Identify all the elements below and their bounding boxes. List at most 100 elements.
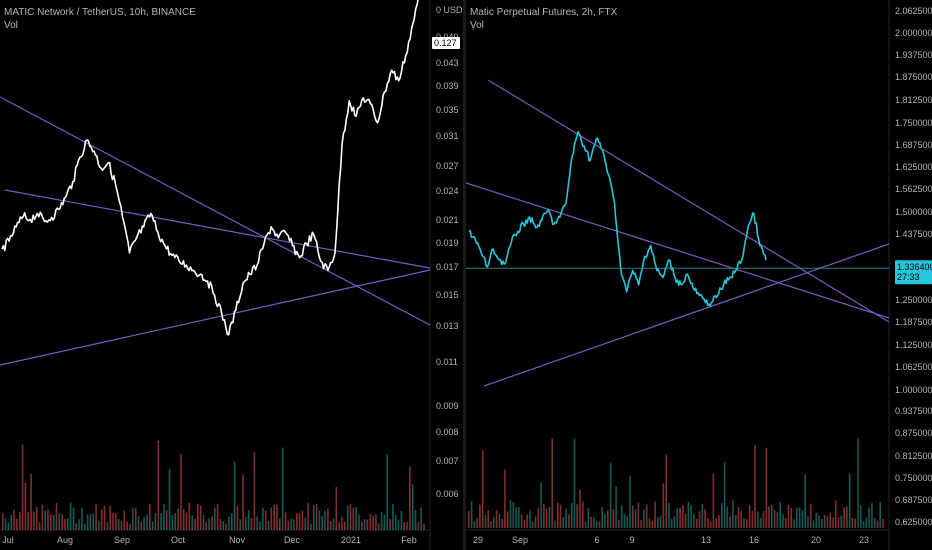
volume-bar	[21, 444, 24, 530]
x-tick-label: Jul	[2, 535, 14, 545]
volume-bar	[648, 518, 651, 528]
volume-bar	[120, 521, 123, 530]
volume-bar	[98, 520, 100, 530]
volume-bar	[293, 519, 295, 530]
pane-divider[interactable]	[463, 0, 466, 550]
volume-bar	[768, 506, 770, 528]
volume-bar	[793, 519, 795, 528]
volume-bar	[134, 508, 137, 530]
volume-bar	[174, 513, 176, 530]
y-tick-label: 0.009	[436, 401, 459, 411]
volume-bar	[103, 505, 106, 530]
volume-bar	[92, 513, 95, 530]
volume-bar	[590, 516, 592, 528]
volume-bar	[548, 506, 551, 528]
y-tick-label: 0.011	[436, 357, 458, 367]
volume-bar	[403, 522, 405, 530]
volume-bar	[341, 516, 343, 530]
volume-bar	[490, 521, 492, 528]
volume-bar	[726, 506, 729, 528]
volume-bar	[654, 501, 656, 528]
volume-bar	[832, 517, 834, 528]
left-chart-svg[interactable]: 0.0490.0430.0390.0350.0310.0270.0240.021…	[0, 0, 463, 550]
volume-bar	[4, 518, 7, 530]
volume-bar	[157, 440, 160, 530]
volume-bar	[335, 487, 338, 530]
volume-bar	[222, 521, 225, 530]
volume-bar	[860, 505, 862, 528]
volume-bar	[570, 503, 573, 528]
volume-bar	[35, 507, 38, 530]
volume-bar	[44, 510, 46, 530]
volume-bar	[729, 516, 731, 528]
volume-bar	[787, 504, 790, 528]
volume-bar	[50, 514, 52, 530]
volume-bar	[165, 510, 168, 530]
volume-bar	[58, 513, 61, 530]
volume-bar	[801, 510, 804, 528]
volume-bar	[182, 509, 185, 530]
volume-bar	[344, 521, 346, 530]
volume-bar	[587, 508, 590, 528]
volume-bar	[743, 518, 745, 528]
y-tick-label: 0.039	[436, 81, 459, 91]
volume-bar	[239, 519, 241, 530]
volume-bar	[829, 512, 831, 528]
left-chart-pane[interactable]: 0.0490.0430.0390.0350.0310.0270.0240.021…	[0, 0, 463, 550]
volume-bar	[809, 504, 812, 528]
volume-bar	[618, 519, 620, 528]
volume-bar	[137, 516, 140, 530]
volume-bar	[117, 518, 120, 530]
volume-bar	[106, 522, 109, 530]
volume-bar	[826, 515, 829, 528]
volume-bar	[637, 502, 640, 528]
trendline	[0, 96, 431, 326]
volume-bar	[84, 523, 86, 530]
volume-bar	[871, 503, 873, 528]
volume-bar	[534, 516, 537, 528]
volume-bar	[7, 522, 10, 530]
y-tick-label: 0.027	[436, 161, 459, 171]
volume-bar	[626, 516, 629, 528]
volume-bar	[840, 515, 843, 528]
volume-bar	[643, 509, 645, 528]
volume-bar	[865, 517, 868, 528]
volume-bar	[163, 503, 165, 530]
y-tick-label: 1.5000000	[895, 207, 932, 217]
volume-bar	[776, 512, 779, 528]
trendline	[4, 189, 431, 269]
volume-bar	[236, 506, 239, 530]
right-legend: Matic Perpetual Futures, 2h, FTX Vol	[470, 6, 617, 32]
volume-bar	[197, 504, 199, 530]
right-legend-title: Matic Perpetual Futures, 2h, FTX	[470, 7, 618, 18]
volume-bar	[629, 476, 631, 528]
volume-bar	[815, 512, 818, 528]
volume-bar	[557, 502, 559, 528]
volume-bar	[219, 519, 222, 530]
volume-bar	[228, 516, 230, 530]
volume-bar	[754, 444, 756, 528]
volume-bar	[81, 507, 83, 530]
volume-bar	[377, 523, 380, 530]
volume-bar	[718, 515, 720, 528]
volume-bar	[126, 521, 128, 530]
volume-bar	[835, 500, 837, 528]
volume-bar	[160, 513, 162, 530]
y-tick-label: 0.006	[436, 489, 459, 499]
volume-bar	[177, 508, 179, 530]
volume-bar	[854, 518, 856, 528]
volume-bar	[762, 511, 765, 528]
volume-bar	[194, 518, 196, 530]
volume-bar	[115, 513, 117, 530]
volume-bar	[882, 518, 884, 528]
volume-bar	[690, 505, 692, 528]
volume-bar	[245, 516, 247, 530]
volume-bar	[790, 507, 793, 528]
volume-bar	[498, 513, 501, 528]
